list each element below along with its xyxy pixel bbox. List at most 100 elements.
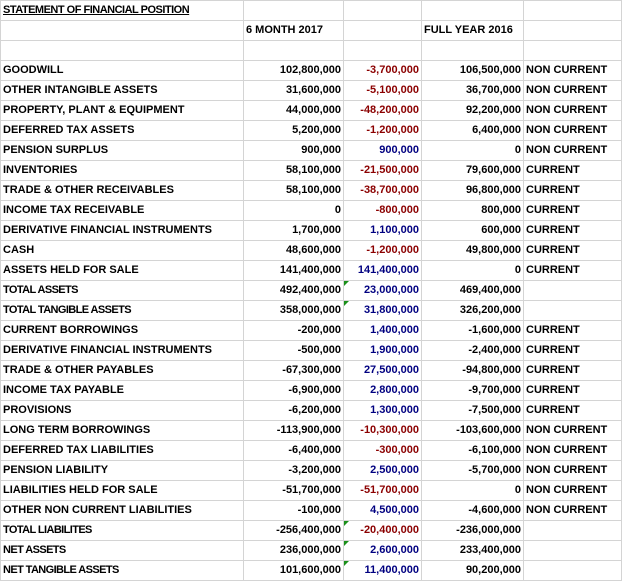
value-2016-cell[interactable]: 49,800,000 [421, 240, 524, 261]
value-2016-cell[interactable]: 106,500,000 [421, 60, 524, 81]
value-2017-cell[interactable]: 58,100,000 [243, 180, 344, 201]
value-2016-cell[interactable]: 0 [421, 140, 524, 161]
value-2016-cell[interactable]: 36,700,000 [421, 80, 524, 101]
row-label[interactable]: PROPERTY, PLANT & EQUIPMENT [0, 100, 244, 121]
empty-cell[interactable] [523, 40, 622, 61]
empty-cell[interactable] [523, 20, 622, 41]
row-label[interactable]: ASSETS HELD FOR SALE [0, 260, 244, 281]
row-label[interactable]: PROVISIONS [0, 400, 244, 421]
value-2016-cell[interactable]: 469,400,000 [421, 280, 524, 301]
value-2016-cell[interactable]: 0 [421, 260, 524, 281]
row-label[interactable]: TRADE & OTHER PAYABLES [0, 360, 244, 381]
value-2017-cell[interactable]: 44,000,000 [243, 100, 344, 121]
value-2017-cell[interactable]: -6,200,000 [243, 400, 344, 421]
row-label[interactable]: DERIVATIVE FINANCIAL INSTRUMENTS [0, 340, 244, 361]
classification-cell[interactable] [523, 560, 622, 581]
row-label[interactable]: TRADE & OTHER RECEIVABLES [0, 180, 244, 201]
value-2016-cell[interactable]: -2,400,000 [421, 340, 524, 361]
change-cell[interactable]: 2,600,000 [343, 540, 422, 561]
row-label[interactable]: TOTAL ASSETS [0, 280, 244, 301]
row-label[interactable]: DEFERRED TAX LIABILITIES [0, 440, 244, 461]
classification-cell[interactable]: CURRENT [523, 180, 622, 201]
value-2016-cell[interactable]: 6,400,000 [421, 120, 524, 141]
value-2016-cell[interactable]: -5,700,000 [421, 460, 524, 481]
row-label[interactable]: NET ASSETS [0, 540, 244, 561]
value-2016-cell[interactable]: 326,200,000 [421, 300, 524, 321]
classification-cell[interactable]: NON CURRENT [523, 120, 622, 141]
value-2017-cell[interactable]: 1,700,000 [243, 220, 344, 241]
value-2016-cell[interactable]: 79,600,000 [421, 160, 524, 181]
empty-cell[interactable] [421, 40, 524, 61]
value-2016-cell[interactable]: -1,600,000 [421, 320, 524, 341]
empty-cell[interactable] [343, 0, 422, 21]
classification-cell[interactable]: NON CURRENT [523, 440, 622, 461]
value-2017-cell[interactable]: 5,200,000 [243, 120, 344, 141]
empty-cell[interactable] [0, 20, 244, 41]
empty-cell[interactable] [343, 40, 422, 61]
value-2016-cell[interactable]: 800,000 [421, 200, 524, 221]
row-label[interactable]: PENSION LIABILITY [0, 460, 244, 481]
change-cell[interactable]: 2,800,000 [343, 380, 422, 401]
value-2017-cell[interactable]: -6,900,000 [243, 380, 344, 401]
row-label[interactable]: GOODWILL [0, 60, 244, 81]
empty-cell[interactable] [523, 0, 622, 21]
value-2017-cell[interactable]: 492,400,000 [243, 280, 344, 301]
classification-cell[interactable] [523, 280, 622, 301]
row-label[interactable]: LIABILITIES HELD FOR SALE [0, 480, 244, 501]
value-2016-cell[interactable]: 600,000 [421, 220, 524, 241]
value-2017-cell[interactable]: -3,200,000 [243, 460, 344, 481]
header-6-month-2017[interactable]: 6 MONTH 2017 [243, 20, 344, 41]
value-2017-cell[interactable]: 31,600,000 [243, 80, 344, 101]
classification-cell[interactable]: NON CURRENT [523, 500, 622, 521]
value-2017-cell[interactable]: 58,100,000 [243, 160, 344, 181]
row-label[interactable]: OTHER NON CURRENT LIABILITIES [0, 500, 244, 521]
value-2017-cell[interactable]: -6,400,000 [243, 440, 344, 461]
value-2017-cell[interactable]: -256,400,000 [243, 520, 344, 541]
change-cell[interactable]: -800,000 [343, 200, 422, 221]
empty-cell[interactable] [343, 20, 422, 41]
change-cell[interactable]: 141,400,000 [343, 260, 422, 281]
classification-cell[interactable] [523, 300, 622, 321]
value-2017-cell[interactable]: 48,600,000 [243, 240, 344, 261]
value-2016-cell[interactable]: -9,700,000 [421, 380, 524, 401]
sheet-title[interactable]: STATEMENT OF FINANCIAL POSITION [0, 0, 244, 21]
classification-cell[interactable]: NON CURRENT [523, 80, 622, 101]
header-full-year-2016[interactable]: FULL YEAR 2016 [421, 20, 524, 41]
change-cell[interactable]: -10,300,000 [343, 420, 422, 441]
change-cell[interactable]: 31,800,000 [343, 300, 422, 321]
classification-cell[interactable]: CURRENT [523, 360, 622, 381]
change-cell[interactable]: 23,000,000 [343, 280, 422, 301]
value-2017-cell[interactable]: 358,000,000 [243, 300, 344, 321]
value-2016-cell[interactable]: 233,400,000 [421, 540, 524, 561]
value-2016-cell[interactable]: -6,100,000 [421, 440, 524, 461]
classification-cell[interactable]: CURRENT [523, 320, 622, 341]
row-label[interactable]: LONG TERM BORROWINGS [0, 420, 244, 441]
change-cell[interactable]: -300,000 [343, 440, 422, 461]
change-cell[interactable]: -20,400,000 [343, 520, 422, 541]
value-2016-cell[interactable]: -7,500,000 [421, 400, 524, 421]
row-label[interactable]: CASH [0, 240, 244, 261]
change-cell[interactable]: 4,500,000 [343, 500, 422, 521]
classification-cell[interactable]: CURRENT [523, 400, 622, 421]
value-2017-cell[interactable]: -67,300,000 [243, 360, 344, 381]
classification-cell[interactable]: CURRENT [523, 220, 622, 241]
classification-cell[interactable]: NON CURRENT [523, 420, 622, 441]
row-label[interactable]: DERIVATIVE FINANCIAL INSTRUMENTS [0, 220, 244, 241]
change-cell[interactable]: 1,900,000 [343, 340, 422, 361]
change-cell[interactable]: 900,000 [343, 140, 422, 161]
classification-cell[interactable]: NON CURRENT [523, 460, 622, 481]
empty-cell[interactable] [243, 40, 344, 61]
change-cell[interactable]: 27,500,000 [343, 360, 422, 381]
change-cell[interactable]: -3,700,000 [343, 60, 422, 81]
value-2016-cell[interactable]: -4,600,000 [421, 500, 524, 521]
row-label[interactable]: TOTAL TANGIBLE ASSETS [0, 300, 244, 321]
value-2017-cell[interactable]: 141,400,000 [243, 260, 344, 281]
value-2017-cell[interactable]: -51,700,000 [243, 480, 344, 501]
classification-cell[interactable]: CURRENT [523, 340, 622, 361]
change-cell[interactable]: -38,700,000 [343, 180, 422, 201]
value-2017-cell[interactable]: -100,000 [243, 500, 344, 521]
value-2016-cell[interactable]: 96,800,000 [421, 180, 524, 201]
row-label[interactable]: CURRENT BORROWINGS [0, 320, 244, 341]
row-label[interactable]: OTHER INTANGIBLE ASSETS [0, 80, 244, 101]
empty-cell[interactable] [0, 40, 244, 61]
